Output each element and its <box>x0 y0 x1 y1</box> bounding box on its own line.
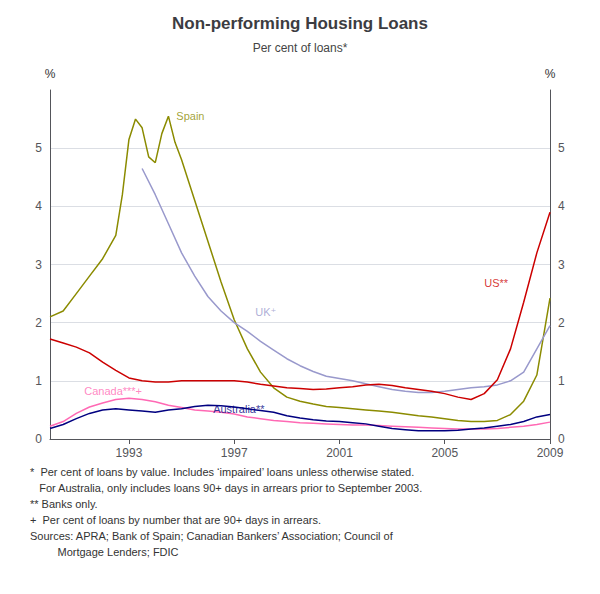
svg-text:2005: 2005 <box>431 446 458 460</box>
svg-text:Australia**: Australia** <box>213 403 265 415</box>
svg-text:UK⁺: UK⁺ <box>255 306 276 318</box>
svg-text:%: % <box>545 67 556 81</box>
svg-text:Spain: Spain <box>176 110 204 122</box>
svg-text:4: 4 <box>558 199 565 213</box>
svg-text:* Per cent of loans by value.: * Per cent of loans by value. Includes ‘… <box>30 466 414 478</box>
svg-text:2: 2 <box>558 316 565 330</box>
svg-text:2: 2 <box>35 316 42 330</box>
svg-text:0: 0 <box>35 432 42 446</box>
svg-text:+ Per cent of loans by number: + Per cent of loans by number that are 9… <box>30 514 321 526</box>
svg-text:5: 5 <box>558 141 565 155</box>
svg-text:Sources: APRA; Bank of Spain;: Sources: APRA; Bank of Spain; Canadian B… <box>30 530 394 542</box>
svg-text:2001: 2001 <box>326 446 353 460</box>
svg-text:0: 0 <box>558 432 565 446</box>
svg-text:2009: 2009 <box>537 446 564 460</box>
svg-text:3: 3 <box>35 258 42 272</box>
svg-text:Canada***+: Canada***+ <box>84 385 142 397</box>
svg-text:US**: US** <box>484 277 509 289</box>
svg-text:1993: 1993 <box>116 446 143 460</box>
svg-text:1: 1 <box>35 374 42 388</box>
svg-text:%: % <box>45 67 56 81</box>
svg-text:Non-performing Housing Loans: Non-performing Housing Loans <box>172 14 428 33</box>
svg-text:5: 5 <box>35 141 42 155</box>
svg-text:** Banks only.: ** Banks only. <box>30 498 98 510</box>
svg-text:4: 4 <box>35 199 42 213</box>
svg-text:Mortgage Lenders; FDIC: Mortgage Lenders; FDIC <box>30 546 179 558</box>
svg-text:Per cent of loans*: Per cent of loans* <box>253 41 348 55</box>
svg-text:1: 1 <box>558 374 565 388</box>
svg-text:3: 3 <box>558 258 565 272</box>
svg-text:1997: 1997 <box>221 446 248 460</box>
svg-text:For Australia, only includes l: For Australia, only includes loans 90+ d… <box>30 482 422 494</box>
